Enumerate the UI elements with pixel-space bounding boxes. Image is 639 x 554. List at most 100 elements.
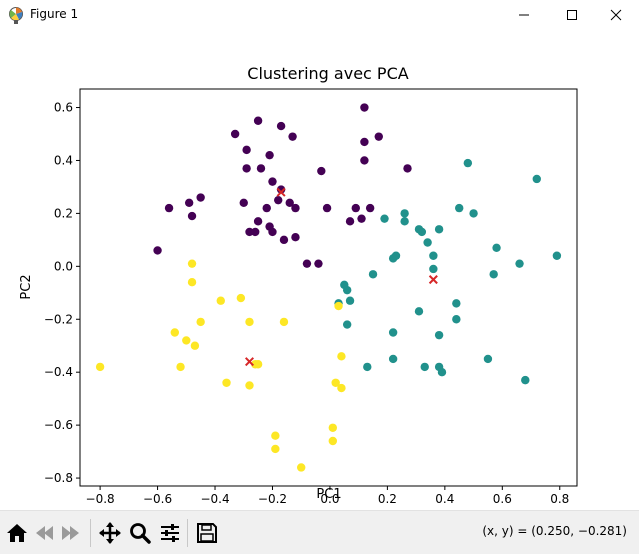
data-point-cluster-0: [314, 259, 323, 268]
data-point-cluster-0: [262, 203, 271, 213]
home-icon: [7, 524, 27, 542]
data-point-cluster-0: [360, 137, 369, 147]
cursor-coordinates: (x, y) = (0.250, −0.281): [482, 524, 627, 538]
data-point-cluster-2: [297, 463, 306, 472]
data-point-cluster-2: [187, 278, 197, 287]
x-axis-label: PC1: [316, 487, 341, 502]
data-point-cluster-1: [552, 251, 562, 260]
data-point-cluster-0: [345, 217, 355, 226]
forward-arrow-icon: [62, 526, 79, 540]
data-point-cluster-2: [328, 423, 338, 432]
pan-button[interactable]: [97, 520, 123, 546]
x-tick-label: −0.6: [143, 492, 172, 506]
scatter-chart: Clustering avec PCA −0.8 −0.6 −0.4 −0.2 0.0 0…: [19, 64, 578, 506]
y-tick-label: −0.2: [44, 312, 73, 326]
matplotlib-app-icon: [8, 6, 24, 24]
window-title: Figure 1: [30, 7, 79, 21]
data-point-cluster-2: [251, 360, 260, 369]
data-point-cluster-2: [196, 317, 205, 327]
configure-subplots-button[interactable]: [157, 520, 183, 546]
data-point-cluster-2: [331, 378, 340, 387]
data-point-cluster-0: [285, 198, 294, 208]
data-point-cluster-1: [368, 270, 378, 279]
data-point-cluster-2: [222, 378, 231, 387]
data-point-cluster-0: [322, 203, 332, 213]
back-button[interactable]: [31, 520, 57, 546]
data-point-cluster-0: [230, 129, 240, 139]
data-point-cluster-0: [164, 203, 174, 213]
data-point-cluster-1: [437, 367, 447, 377]
toolbar-separator: [187, 519, 188, 547]
data-point-cluster-1: [452, 299, 461, 308]
navigation-toolbar: (x, y) = (0.250, −0.281): [0, 510, 639, 554]
data-point-cluster-0: [279, 235, 289, 245]
data-point-cluster-1: [420, 362, 429, 372]
data-point-cluster-0: [351, 203, 360, 213]
maximize-icon: [567, 10, 577, 20]
data-point-cluster-1: [429, 264, 438, 274]
centroid-marker: [244, 357, 255, 367]
home-button[interactable]: [4, 520, 30, 546]
y-tick-label: −0.6: [44, 418, 73, 432]
forward-button[interactable]: [58, 520, 84, 546]
data-point-cluster-1: [388, 354, 398, 364]
data-point-cluster-0: [265, 150, 274, 160]
centroid-marker: [428, 275, 438, 285]
y-tick-label: 0.6: [54, 101, 73, 115]
data-point-cluster-2: [279, 317, 289, 327]
sliders-icon: [161, 524, 179, 542]
axes-frame: [79, 88, 578, 487]
data-point-cluster-1: [521, 375, 530, 385]
chart-title: Clustering avec PCA: [247, 64, 408, 83]
x-tick-label: 0.6: [493, 492, 512, 506]
data-point-cluster-0: [360, 103, 369, 112]
data-point-cluster-0: [317, 166, 326, 176]
data-point-cluster-1: [391, 251, 401, 260]
data-point-cluster-2: [190, 341, 200, 350]
minimize-button[interactable]: [501, 0, 547, 30]
data-point-cluster-2: [236, 293, 246, 303]
toolbar-separator: [90, 519, 91, 547]
data-point-cluster-0: [374, 132, 383, 141]
data-point-cluster-2: [182, 336, 191, 345]
centroid-marker: [276, 187, 286, 197]
save-floppy-icon: [197, 523, 217, 543]
data-point-cluster-1: [345, 296, 355, 305]
maximize-button[interactable]: [549, 0, 595, 30]
data-point-cluster-0: [242, 164, 251, 173]
data-point-cluster-1: [414, 307, 424, 316]
data-point-cluster-1: [463, 158, 473, 168]
data-point-cluster-1: [469, 209, 478, 218]
save-figure-button[interactable]: [194, 520, 220, 546]
data-point-cluster-0: [187, 211, 197, 221]
pan-move-icon: [99, 522, 121, 544]
data-point-cluster-0: [239, 198, 248, 208]
data-point-cluster-0: [153, 246, 162, 255]
data-point-cluster-0: [245, 227, 254, 237]
data-point-cluster-0: [251, 227, 260, 237]
x-tick-label: 0.2: [378, 492, 397, 506]
data-point-cluster-2: [216, 296, 225, 305]
data-point-cluster-1: [429, 251, 438, 260]
data-point-cluster-1: [515, 259, 524, 268]
back-arrow-icon: [36, 526, 53, 540]
data-point-cluster-0: [288, 132, 297, 141]
x-tick-label: −0.2: [258, 492, 287, 506]
x-tick-label: 0.0: [320, 492, 339, 506]
figure-canvas[interactable]: Clustering avec PCA −0.8 −0.6 −0.4 −0.2 0.0 0…: [0, 30, 639, 510]
data-point-cluster-1: [363, 362, 372, 372]
data-point-cluster-0: [268, 177, 277, 186]
data-point-cluster-2: [337, 352, 346, 361]
data-point-cluster-2: [95, 362, 105, 372]
data-point-cluster-0: [253, 116, 263, 125]
zoom-button[interactable]: [127, 520, 153, 546]
data-point-cluster-2: [245, 317, 254, 327]
data-point-cluster-0: [184, 198, 194, 208]
data-point-cluster-0: [253, 217, 263, 226]
data-point-cluster-0: [276, 121, 286, 131]
data-point-cluster-2: [337, 383, 346, 393]
close-button[interactable]: [593, 0, 639, 30]
data-point-cluster-0: [291, 233, 300, 242]
y-tick-label: 0.2: [54, 206, 73, 220]
data-point-cluster-1: [423, 238, 432, 247]
